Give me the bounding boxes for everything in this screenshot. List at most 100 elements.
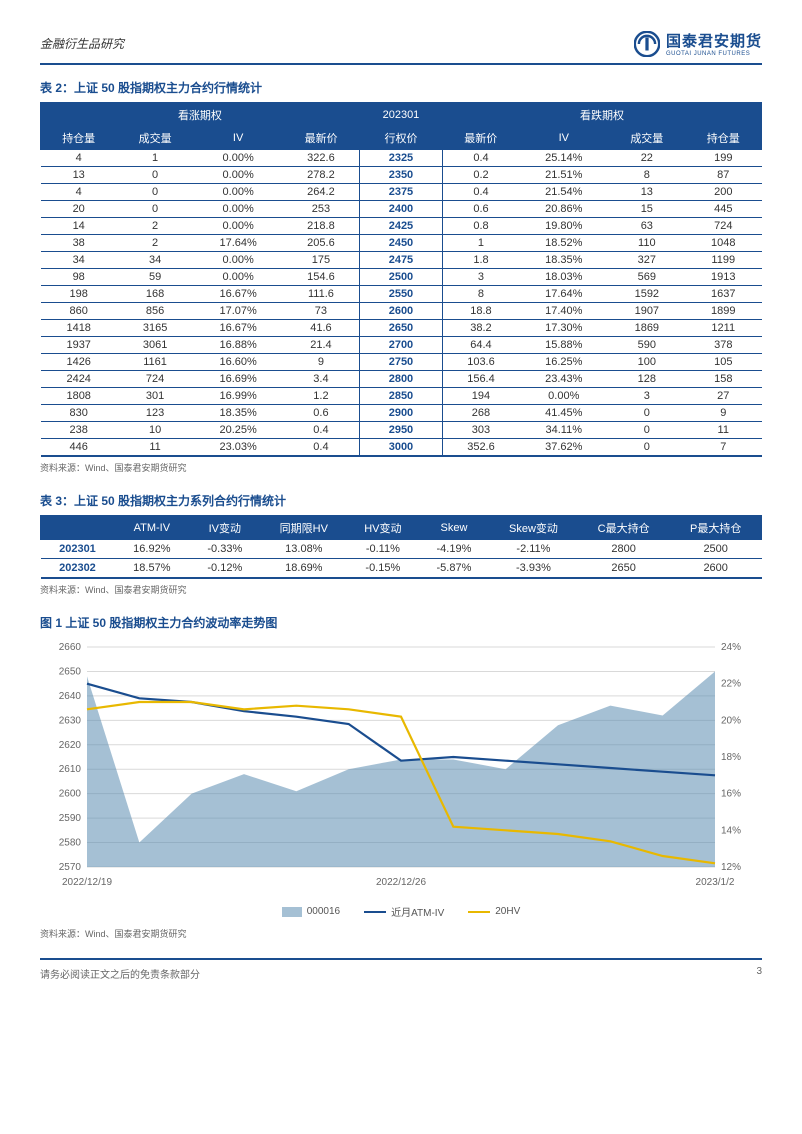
cell: 1907 bbox=[609, 303, 685, 320]
page-number: 3 bbox=[756, 966, 762, 981]
cell: 175 bbox=[283, 252, 359, 269]
cell: 0.00% bbox=[193, 252, 283, 269]
cell: 110 bbox=[609, 235, 685, 252]
cell: -2.11% bbox=[490, 540, 578, 559]
cell: 0.8 bbox=[443, 218, 519, 235]
cell: 569 bbox=[609, 269, 685, 286]
t3-col: C最大持仓 bbox=[577, 516, 670, 540]
cell: 25.14% bbox=[519, 150, 609, 167]
cell: 2325 bbox=[359, 150, 442, 167]
table-row: 83012318.35%0.6290026841.45%09 bbox=[41, 405, 762, 422]
table-row: 400.00%264.223750.421.54%13200 bbox=[41, 184, 762, 201]
cell: 0.00% bbox=[193, 269, 283, 286]
cell: 10 bbox=[117, 422, 193, 439]
t2-col: 最新价 bbox=[283, 127, 359, 150]
cell: 20 bbox=[41, 201, 117, 218]
cell: 13 bbox=[609, 184, 685, 201]
cell: 21.54% bbox=[519, 184, 609, 201]
cell: 2900 bbox=[359, 405, 442, 422]
cell: 3.4 bbox=[283, 371, 359, 388]
table-row: 38217.64%205.62450118.52%1101048 bbox=[41, 235, 762, 252]
cell: 1913 bbox=[685, 269, 761, 286]
svg-text:20%: 20% bbox=[721, 715, 741, 726]
svg-text:22%: 22% bbox=[721, 679, 741, 690]
cell: 0.00% bbox=[193, 201, 283, 218]
cell: 200 bbox=[685, 184, 761, 201]
svg-text:2630: 2630 bbox=[59, 715, 82, 726]
cell: 63 bbox=[609, 218, 685, 235]
cell: 0.00% bbox=[519, 388, 609, 405]
cell: 590 bbox=[609, 337, 685, 354]
svg-text:14%: 14% bbox=[721, 825, 741, 836]
cell: 2800 bbox=[577, 540, 670, 559]
svg-text:2640: 2640 bbox=[59, 691, 82, 702]
svg-text:16%: 16% bbox=[721, 789, 741, 800]
table-row: 410.00%322.623250.425.14%22199 bbox=[41, 150, 762, 167]
cell: 8 bbox=[609, 167, 685, 184]
svg-text:12%: 12% bbox=[721, 862, 741, 873]
cell: 322.6 bbox=[283, 150, 359, 167]
cell: 73 bbox=[283, 303, 359, 320]
cell: 23.43% bbox=[519, 371, 609, 388]
cell: 2425 bbox=[359, 218, 442, 235]
cell: 38 bbox=[41, 235, 117, 252]
cell: 0.2 bbox=[443, 167, 519, 184]
table-row: 242472416.69%3.42800156.423.43%128158 bbox=[41, 371, 762, 388]
cell: 2950 bbox=[359, 422, 442, 439]
cell: 128 bbox=[609, 371, 685, 388]
table-row: 2000.00%25324000.620.86%15445 bbox=[41, 201, 762, 218]
t3-col bbox=[41, 516, 115, 540]
cell: 20.86% bbox=[519, 201, 609, 218]
table-row: 19816816.67%111.62550817.64%15921637 bbox=[41, 286, 762, 303]
cell: 198 bbox=[41, 286, 117, 303]
cell: 4 bbox=[41, 150, 117, 167]
cell: 2 bbox=[117, 235, 193, 252]
logo-text-en: GUOTAI JUNAN FUTURES bbox=[666, 51, 762, 57]
cell: 2850 bbox=[359, 388, 442, 405]
cell: 2450 bbox=[359, 235, 442, 252]
table3: ATM-IVIV变动同期限HVHV变动SkewSkew变动C最大持仓P最大持仓 … bbox=[40, 515, 762, 579]
cell: -3.93% bbox=[490, 559, 578, 579]
page-header: 金融衍生品研究 国泰君安期货 GUOTAI JUNAN FUTURES bbox=[40, 30, 762, 65]
cell: 1869 bbox=[609, 320, 685, 337]
legend-000016: 000016 bbox=[307, 906, 340, 917]
cell: 18.52% bbox=[519, 235, 609, 252]
cell: -4.19% bbox=[418, 540, 489, 559]
table-row: 1418316516.67%41.6265038.217.30%18691211 bbox=[41, 320, 762, 337]
cell: 3 bbox=[443, 269, 519, 286]
cell: 0.4 bbox=[443, 150, 519, 167]
cell: 268 bbox=[443, 405, 519, 422]
cell: 17.40% bbox=[519, 303, 609, 320]
footer-disclaimer: 请务必阅读正文之后的免责条款部分 bbox=[40, 966, 200, 981]
table3-source: 资料来源：Wind、国泰君安期货研究 bbox=[40, 583, 762, 596]
cell: 0 bbox=[609, 439, 685, 457]
t2-hdr-call: 看涨期权 bbox=[41, 103, 360, 127]
cell: 98 bbox=[41, 269, 117, 286]
svg-text:2620: 2620 bbox=[59, 740, 82, 751]
cell: 2 bbox=[117, 218, 193, 235]
t2-col-strike: 行权价 bbox=[359, 127, 442, 150]
cell: 23.03% bbox=[193, 439, 283, 457]
table-row: 20230116.92%-0.33%13.08%-0.11%-4.19%-2.1… bbox=[41, 540, 762, 559]
cell: 0.4 bbox=[283, 439, 359, 457]
cell: 16.67% bbox=[193, 286, 283, 303]
svg-text:2570: 2570 bbox=[59, 862, 82, 873]
t2-col: 持仓量 bbox=[41, 127, 117, 150]
cell: 199 bbox=[685, 150, 761, 167]
cell: 21.51% bbox=[519, 167, 609, 184]
cell: 87 bbox=[685, 167, 761, 184]
t2-col: 成交量 bbox=[117, 127, 193, 150]
cell: 1.8 bbox=[443, 252, 519, 269]
t3-col: P最大持仓 bbox=[670, 516, 762, 540]
t2-hdr-put: 看跌期权 bbox=[443, 103, 762, 127]
cell: 446 bbox=[41, 439, 117, 457]
cell: 1808 bbox=[41, 388, 117, 405]
cell: 34.11% bbox=[519, 422, 609, 439]
cell: 1426 bbox=[41, 354, 117, 371]
cell: 0.6 bbox=[443, 201, 519, 218]
cell: 1899 bbox=[685, 303, 761, 320]
cell: 2650 bbox=[577, 559, 670, 579]
svg-text:24%: 24% bbox=[721, 642, 741, 653]
cell: 0.00% bbox=[193, 167, 283, 184]
cell: 2475 bbox=[359, 252, 442, 269]
